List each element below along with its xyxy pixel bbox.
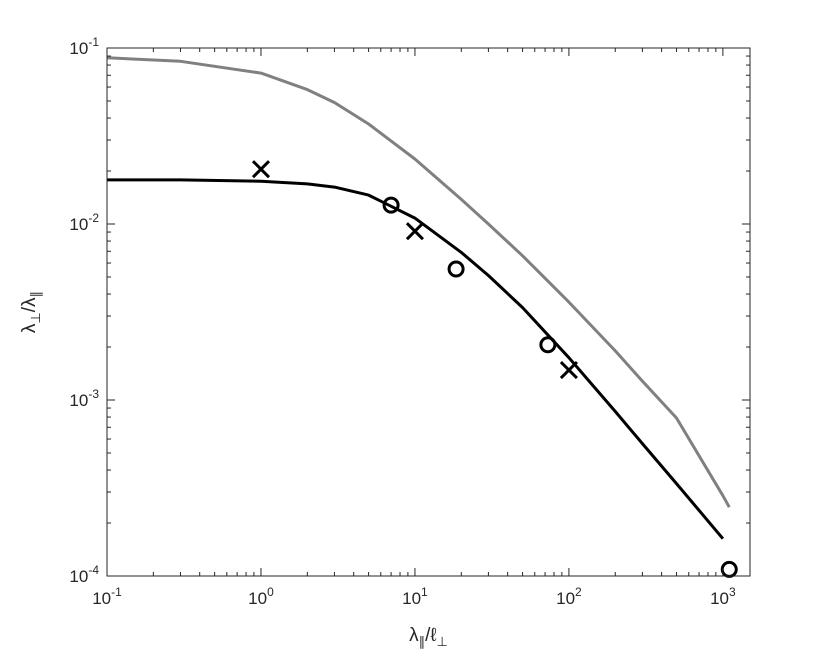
circle-marker [382,196,400,214]
x-tick-label: 100 [248,585,274,608]
circle-marker [539,336,557,354]
x-marker [251,160,271,179]
y-tick-label: 10-3 [69,387,99,410]
axes-background [107,48,750,576]
y-axis-label: λ⊥/λ∥ [19,291,43,333]
series-layer [106,56,738,578]
y-tick-label: 10-1 [69,35,99,58]
x-marker [405,222,425,241]
x-tick-label: 102 [556,585,582,608]
y-tick-label: 10-4 [69,563,99,586]
circle-marker [447,260,465,278]
x-axis-label: λ∥/ℓ⊥ [409,625,448,649]
tick-layer: 10-1 100 101 102 103 10-4 10-3 10-2 10-1 [69,35,750,608]
series-1-line [107,178,725,540]
x-tick-label: 103 [710,585,736,608]
axes-box [106,47,751,577]
x-tick-label: 101 [402,585,428,608]
y-tick-label: 10-2 [69,211,99,234]
x-tick-label: 10-1 [92,585,122,608]
axis-label-text: λ∥/ℓ⊥ [409,625,448,649]
series-0-line [106,56,731,508]
x-marker [559,360,578,380]
axis-label-text: λ⊥/λ∥ [19,291,43,333]
